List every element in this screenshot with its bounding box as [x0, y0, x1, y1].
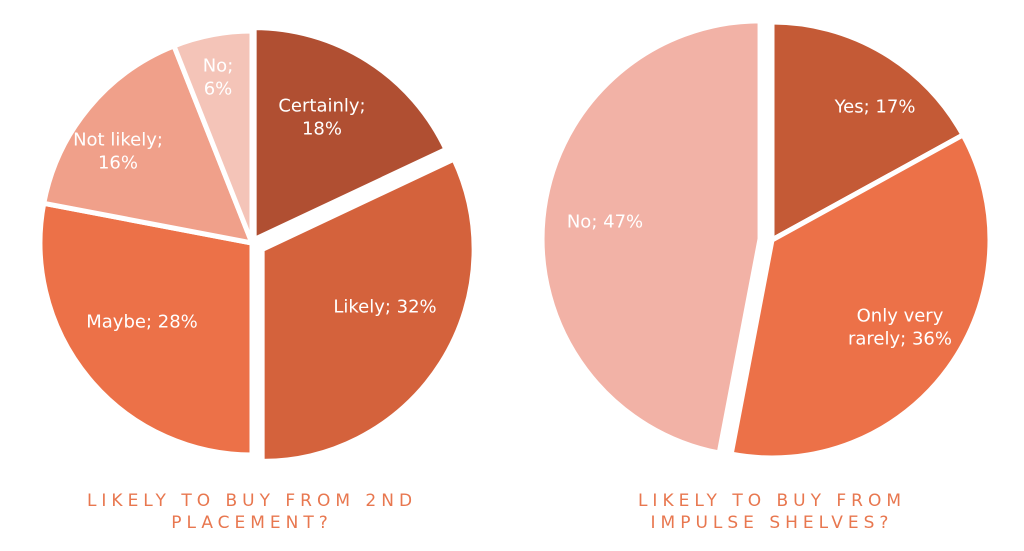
slice-label: Only very rarely; 36%: [845, 305, 955, 352]
category-label: Not likely;: [73, 129, 163, 151]
slice-label: No; 47%: [545, 210, 665, 233]
value-label: 18%: [301, 119, 342, 140]
category-label: Certainly;: [278, 95, 366, 117]
value-label: 32%: [396, 296, 437, 318]
value-label: 36%: [911, 329, 952, 350]
category-label: No;: [202, 55, 234, 77]
chart-title: LIKELY TO BUY FROM 2ND PLACEMENT?: [86, 491, 418, 534]
slice-label: Not likely; 16%: [63, 129, 173, 176]
category-label: No;: [566, 211, 598, 233]
pie-slice: [728, 132, 993, 461]
slice-label: No; 6%: [193, 55, 243, 102]
slice-label: Certainly; 18%: [267, 95, 377, 142]
pie-slice: [171, 28, 255, 246]
category-label: Yes;: [834, 96, 870, 118]
pie-slice: [539, 18, 763, 456]
slice-label: Yes; 17%: [815, 95, 935, 118]
category-label: Maybe;: [86, 311, 153, 333]
category-label: Likely;: [333, 296, 391, 318]
category-label: Only very rarely;: [848, 305, 944, 350]
value-label: 28%: [157, 311, 198, 333]
pie-slice: [769, 19, 966, 243]
pie-slice: [251, 25, 449, 243]
value-label: 17%: [875, 96, 916, 118]
value-label: 6%: [203, 79, 233, 100]
slice-label: Likely; 32%: [315, 295, 455, 318]
slice-label: Maybe; 28%: [72, 310, 212, 333]
value-label: 16%: [97, 153, 138, 174]
pie-slice: [41, 43, 255, 246]
pie-slice: [259, 156, 477, 464]
chart-title: LIKELY TO BUY FROM IMPULSE SHELVES?: [637, 491, 907, 534]
pie-slice: [37, 200, 255, 458]
value-label: 47%: [603, 211, 644, 233]
